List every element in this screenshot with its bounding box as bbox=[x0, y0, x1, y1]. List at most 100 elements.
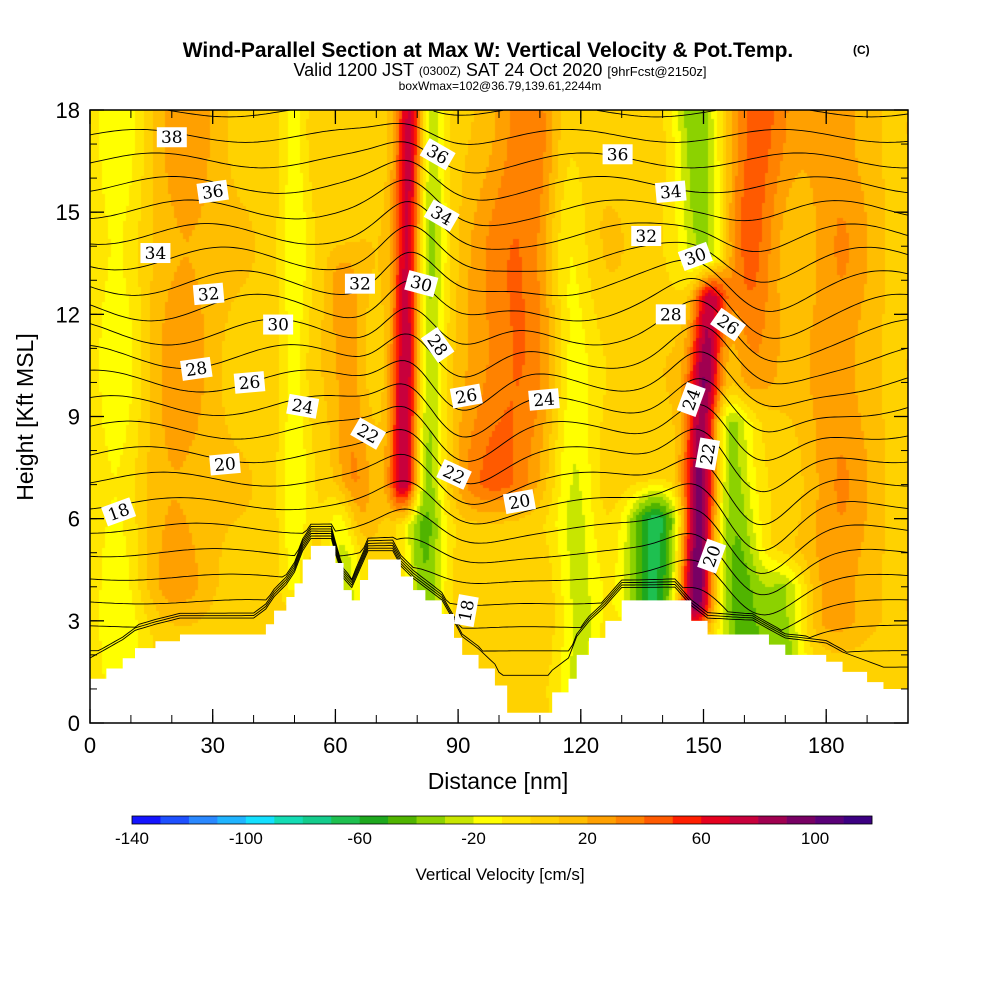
theta-contour-label: 26 bbox=[233, 371, 266, 394]
colorbar-swatch bbox=[188, 816, 218, 824]
x-tick-label: 120 bbox=[562, 733, 599, 758]
colorbar-swatch bbox=[359, 816, 389, 824]
colorbar-swatch bbox=[558, 816, 588, 824]
contour-label-box bbox=[156, 127, 187, 148]
theta-contour-line bbox=[89, 526, 909, 596]
colorbar-swatch bbox=[843, 816, 873, 824]
y-tick-label: 6 bbox=[68, 507, 80, 532]
valid-prefix: Valid 1200 JST bbox=[293, 60, 414, 80]
contour-label-text: 24 bbox=[532, 390, 555, 412]
theta-contour-line bbox=[89, 537, 908, 676]
theta-contour-line bbox=[89, 453, 909, 526]
contour-label-box bbox=[697, 538, 727, 574]
theta-contour-label: 24 bbox=[528, 388, 560, 412]
contour-label-box bbox=[420, 326, 455, 364]
theta-contour-line bbox=[89, 225, 909, 283]
contour-label-box bbox=[602, 144, 633, 165]
colorbar: -140 -100 -60 -20 20 60 100 bbox=[115, 815, 873, 848]
contour-label-box bbox=[196, 179, 229, 204]
contour-label-box bbox=[677, 241, 713, 271]
colorbar-swatch bbox=[672, 816, 702, 824]
colorbar-frame bbox=[131, 815, 873, 825]
theta-contour-line bbox=[167, 109, 909, 118]
contour-label-text: 28 bbox=[660, 305, 682, 325]
colorbar-tick-label: -100 bbox=[229, 829, 263, 848]
colorbar-swatch bbox=[274, 816, 304, 824]
contour-label-text: 24 bbox=[290, 396, 315, 419]
theta-contours bbox=[89, 109, 909, 676]
colorbar-swatch bbox=[815, 816, 844, 824]
contour-label-text: 36 bbox=[201, 181, 225, 204]
theta-contour-label: 28 bbox=[180, 356, 213, 381]
colorbar-swatch bbox=[644, 816, 674, 824]
theta-contour-line bbox=[89, 122, 909, 145]
colorbar-tick-label: 100 bbox=[801, 829, 829, 848]
colorbar-tick-label: -140 bbox=[115, 829, 149, 848]
contour-label-text: 34 bbox=[145, 244, 167, 264]
contour-label-box bbox=[263, 314, 294, 335]
contour-label-text: 32 bbox=[197, 284, 220, 306]
colorbar-swatch bbox=[160, 816, 190, 824]
theta-contour-line bbox=[89, 351, 909, 411]
contour-label-box bbox=[286, 393, 320, 419]
colorbar-tick-label: 60 bbox=[692, 829, 711, 848]
contour-label-box bbox=[502, 489, 536, 515]
colorbar-swatch bbox=[302, 816, 332, 824]
contour-label-text: 32 bbox=[635, 227, 657, 247]
contour-label-box bbox=[654, 180, 687, 204]
colorbar-swatch bbox=[615, 816, 645, 824]
colorbar-swatch bbox=[445, 816, 474, 824]
theta-contour-line bbox=[89, 251, 909, 312]
contour-label-box bbox=[344, 273, 375, 294]
chart-header: Wind-Parallel Section at Max W: Vertical… bbox=[183, 39, 870, 93]
theta-contour-label: 20 bbox=[209, 452, 241, 476]
theta-contour-label: 26 bbox=[449, 383, 483, 409]
contour-label-text: 28 bbox=[184, 358, 208, 381]
theta-contour-label: 34 bbox=[140, 243, 171, 264]
contour-label-box bbox=[423, 199, 460, 232]
y-tick-label: 12 bbox=[56, 302, 80, 327]
x-axis-title: Distance [nm] bbox=[428, 768, 569, 794]
theta-contour-label: 28 bbox=[655, 304, 686, 325]
theta-contour-label: 22 bbox=[695, 437, 720, 471]
plot-area bbox=[89, 109, 909, 723]
theta-contour-label: 30 bbox=[263, 314, 294, 336]
contour-label-text: 32 bbox=[349, 275, 371, 295]
theta-contour-label: 36 bbox=[602, 144, 633, 165]
contour-label-text: 38 bbox=[161, 128, 183, 148]
theta-contour-line bbox=[89, 480, 909, 552]
terrain-profile bbox=[90, 545, 908, 723]
contour-label-box bbox=[453, 594, 479, 628]
contour-label-text: 36 bbox=[607, 145, 629, 165]
y-axis-title: Height [Kft MSL] bbox=[12, 333, 38, 500]
colorbar-swatch bbox=[217, 816, 247, 824]
contour-label-box bbox=[436, 458, 472, 490]
colorbar-swatch bbox=[729, 816, 759, 824]
theta-contour-label: 34 bbox=[654, 180, 687, 204]
contour-label-box bbox=[631, 226, 662, 247]
contour-label-text: 34 bbox=[659, 182, 682, 204]
theta-contour-line bbox=[90, 535, 908, 653]
contour-label-box bbox=[655, 304, 686, 325]
theta-contour-line bbox=[89, 299, 909, 363]
contour-label-box bbox=[419, 138, 456, 171]
theta-contour-label: 32 bbox=[631, 226, 662, 247]
contour-label-box bbox=[449, 383, 483, 409]
contour-label-box bbox=[404, 270, 439, 298]
theta-contour-line bbox=[89, 507, 909, 574]
contour-label-text: 22 bbox=[697, 442, 720, 467]
theta-contour-label: 36 bbox=[196, 179, 229, 204]
theta-contour-line bbox=[89, 141, 909, 174]
contour-label-box bbox=[710, 307, 747, 342]
theta-contour-line bbox=[89, 530, 909, 631]
colorbar-swatch bbox=[245, 816, 275, 824]
contour-label-box bbox=[676, 381, 706, 417]
vertical-velocity-shading bbox=[90, 110, 908, 723]
theta-contour-label: 18 bbox=[453, 594, 479, 628]
theta-contour-label: 24 bbox=[286, 393, 320, 419]
x-tick-label: 60 bbox=[323, 733, 347, 758]
theta-contour-line bbox=[89, 277, 909, 339]
colorbar-tick-label: 20 bbox=[578, 829, 597, 848]
